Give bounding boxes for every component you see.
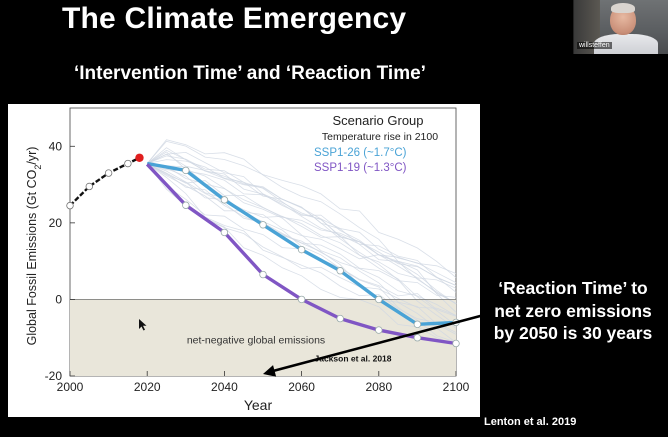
series-point [182,201,190,209]
ensemble-line [147,163,457,286]
history-point [66,201,74,210]
ensemble-line [146,163,457,274]
y-tick-label: 0 [55,292,62,306]
legend-item-label: SSP1-19 (~1.3°C) [314,162,407,174]
series-point [220,228,229,237]
series-point [452,339,460,348]
jackson-annotation: Jackson et al. 2018 [314,353,391,363]
ensemble-line [146,140,457,278]
legend-title: Scenario Group [332,113,423,128]
series-point [413,334,422,342]
participant-video-tile[interactable]: willsteffen [573,0,668,54]
ensemble-scenario-lines [146,139,457,346]
y-tick-label: 40 [49,139,63,153]
series-point [336,267,344,275]
ensemble-line [146,147,457,293]
series-point [182,166,190,175]
legend-item-label: SSP1-26 (~1.7°C) [314,147,407,159]
series-point [259,270,267,279]
participant-shirt [594,34,658,54]
historical-emissions [66,153,144,210]
legend-subtitle: Temperature rise in 2100 [322,131,438,143]
mouse-cursor-icon [139,319,147,331]
history-point [104,169,113,177]
participant-name-label: willsteffen [577,42,612,49]
x-tick-label: 2060 [288,380,315,394]
emissions-chart: -20 0 20 40 2000 2020 2040 2060 2080 2100 Global… [8,104,480,417]
slide-title: The Climate Emergency [62,2,407,35]
history-point [85,182,93,191]
slide-subtitle: ‘Intervention Time’ and ‘Reaction Time’ [74,63,426,84]
net-negative-zone-label: net-negative global emissions [187,334,325,346]
x-tick-label: 2080 [365,380,392,394]
series-point [297,295,306,304]
ensemble-line [147,155,457,305]
x-axis-label: Year [244,397,273,413]
ensemble-line [146,151,457,335]
ensemble-line [147,163,457,343]
ensemble-line [147,151,457,326]
ensemble-line [146,139,457,313]
participant-hair [611,3,635,13]
ensemble-line [147,163,457,317]
reaction-time-callout: ‘Reaction Time’ to net zero emissions by… [493,278,653,343]
x-axis: 2000 2020 2040 2060 2080 2100 [57,371,470,394]
legend: SSP1-26 (~1.7°C) SSP1-19 (~1.3°C) [314,147,407,174]
y-tick-label: -20 [45,369,63,383]
citation-text: Lenton et al. 2019 [484,416,577,428]
series-point [259,221,267,229]
y-axis: -20 0 20 40 [45,139,75,383]
x-tick-label: 2000 [57,380,84,394]
series-point [220,196,229,204]
series-point [375,295,383,304]
series-point [336,314,344,323]
x-tick-label: 2020 [134,380,161,394]
x-tick-label: 2040 [211,380,238,394]
series-point [413,320,422,329]
series-point [452,318,460,327]
y-tick-label: 20 [49,216,63,230]
y-axis-label: Global Fossil Emissions (Gt CO2/yr) [25,147,43,346]
series-point [375,326,383,334]
x-tick-label: 2100 [443,380,470,394]
history-point [124,159,132,168]
series-point [297,245,306,254]
year-2018-marker [135,153,144,162]
